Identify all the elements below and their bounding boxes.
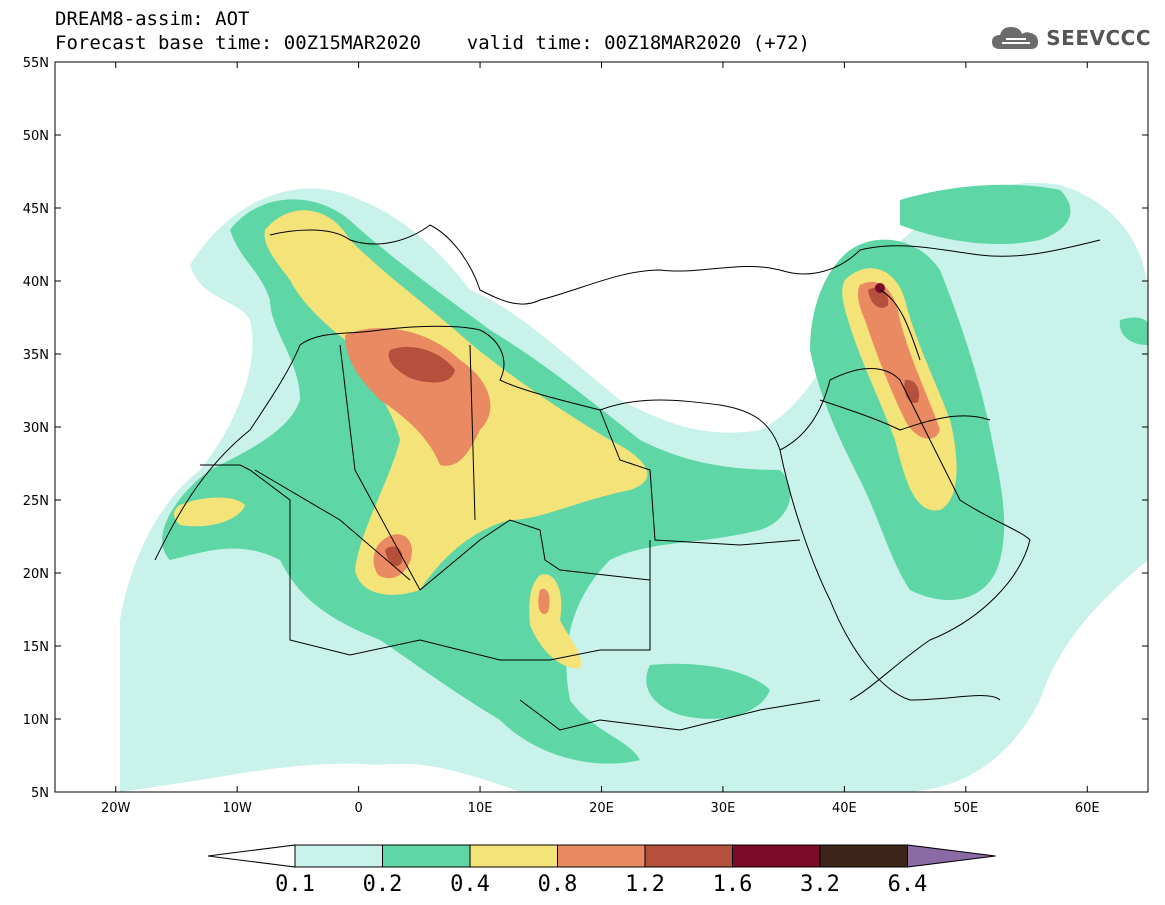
border-sahara-1	[339, 344, 651, 591]
lon-tick-label: 60E	[1075, 801, 1100, 816]
lat-tick-label: 10N	[23, 713, 49, 728]
colorbar-label: 1.6	[713, 872, 753, 897]
coast-nw-africa	[154, 325, 481, 561]
lon-tick-label: 30E	[711, 801, 736, 816]
lat-tick-label: 25N	[23, 494, 49, 509]
lat-tick-label: 55N	[23, 56, 49, 71]
coast-europe	[269, 224, 861, 305]
lon-tick-label: 50E	[953, 801, 978, 816]
border-sahara-2	[254, 344, 801, 581]
border-caucasus	[859, 239, 1101, 257]
lat-tick-label: 15N	[23, 640, 49, 655]
colorbar-label: 0.8	[538, 872, 578, 897]
logo-text: SEEVCCC	[1046, 26, 1151, 50]
lat-tick-label: 30N	[23, 421, 49, 436]
lat-tick-label: 40N	[23, 275, 49, 290]
colorbar-label: 1.2	[625, 872, 665, 897]
colorbar-label: 0.4	[450, 872, 490, 897]
border-sahel	[200, 464, 651, 661]
colorbar-label: 0.2	[363, 872, 403, 897]
colorbar-segment	[819, 844, 908, 868]
lon-tick-label: 10W	[222, 801, 252, 816]
colorbar: 0.1 0.2 0.4 0.8 1.2 1.6 3.2 6.4	[207, 844, 996, 897]
lon-tick-label: 40E	[832, 801, 857, 816]
lat-tick-label: 35N	[23, 348, 49, 363]
lon-tick-label: 10E	[468, 801, 493, 816]
seevccc-logo: SEEVCCC	[990, 20, 1151, 56]
colorbar-segment	[469, 844, 558, 868]
lat-tick-label: 45N	[23, 202, 49, 217]
map-title-line1: DREAM8-assim: AOT	[55, 8, 250, 30]
colorbar-label: 6.4	[888, 872, 928, 897]
lon-tick-label: 20W	[101, 801, 131, 816]
map-title-line2: Forecast base time: 00Z15MAR2020 valid t…	[55, 32, 810, 54]
cloud-logo-icon	[992, 27, 1039, 49]
colorbar-under-triangle	[207, 844, 296, 868]
aot-level-1.2	[385, 287, 920, 566]
lon-tick-label: 0	[354, 801, 362, 816]
lat-tick-label: 5N	[31, 786, 49, 801]
coast-arabia	[779, 367, 1031, 701]
colorbar-segment	[644, 844, 733, 868]
border-central-africa	[519, 699, 821, 731]
aot-level-1.6	[875, 283, 885, 293]
border-middle-east	[819, 289, 991, 431]
coast-red-sea-africa	[779, 449, 1001, 701]
colorbar-label: 3.2	[800, 872, 840, 897]
colorbar-segment	[557, 844, 646, 868]
colorbar-over-triangle	[907, 844, 996, 868]
lat-tick-label: 20N	[23, 567, 49, 582]
colorbar-segment	[294, 844, 383, 868]
axis-ticks: 20W 10W 0 10E 20E 30E 40E 50E 60E 55N 50N 45N 40N 35N…	[23, 56, 1148, 816]
colorbar-label: 0.1	[275, 872, 315, 897]
colorbar-segment	[732, 844, 821, 868]
lon-tick-label: 20E	[589, 801, 614, 816]
colorbar-segment	[382, 844, 471, 868]
country-borders	[154, 224, 1101, 731]
lat-tick-label: 50N	[23, 129, 49, 144]
aot-field	[55, 62, 1148, 792]
